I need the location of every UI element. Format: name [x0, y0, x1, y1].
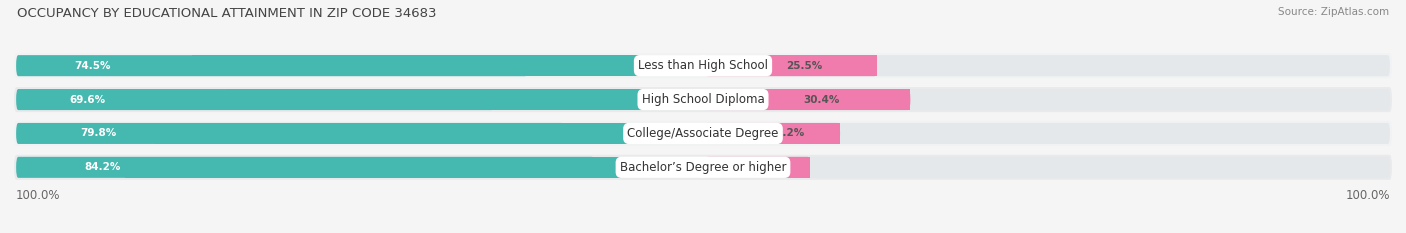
Text: 69.6%: 69.6%: [70, 95, 105, 105]
FancyBboxPatch shape: [14, 87, 1392, 112]
Text: Source: ZipAtlas.com: Source: ZipAtlas.com: [1278, 7, 1389, 17]
Text: 79.8%: 79.8%: [80, 128, 117, 138]
Text: Bachelor’s Degree or higher: Bachelor’s Degree or higher: [620, 161, 786, 174]
Bar: [125, 157, 700, 178]
Text: Less than High School: Less than High School: [638, 59, 768, 72]
FancyBboxPatch shape: [15, 157, 595, 178]
Bar: [706, 55, 876, 76]
Text: 74.5%: 74.5%: [75, 61, 111, 71]
Text: 15.8%: 15.8%: [754, 162, 789, 172]
Text: 100.0%: 100.0%: [1346, 189, 1391, 202]
FancyBboxPatch shape: [14, 121, 1392, 146]
FancyBboxPatch shape: [706, 157, 810, 178]
Text: OCCUPANCY BY EDUCATIONAL ATTAINMENT IN ZIP CODE 34683: OCCUPANCY BY EDUCATIONAL ATTAINMENT IN Z…: [17, 7, 436, 20]
FancyBboxPatch shape: [15, 55, 1391, 76]
FancyBboxPatch shape: [15, 123, 1391, 144]
Text: 25.5%: 25.5%: [786, 61, 823, 71]
FancyBboxPatch shape: [14, 53, 1392, 78]
FancyBboxPatch shape: [15, 157, 1391, 178]
FancyBboxPatch shape: [15, 55, 527, 76]
FancyBboxPatch shape: [15, 89, 494, 110]
FancyBboxPatch shape: [706, 89, 910, 110]
Text: 20.2%: 20.2%: [768, 128, 804, 138]
FancyBboxPatch shape: [706, 55, 876, 76]
Bar: [155, 123, 700, 144]
FancyBboxPatch shape: [14, 155, 1392, 180]
Bar: [706, 157, 810, 178]
Bar: [706, 89, 910, 110]
Text: College/Associate Degree: College/Associate Degree: [627, 127, 779, 140]
Text: High School Diploma: High School Diploma: [641, 93, 765, 106]
FancyBboxPatch shape: [15, 89, 1391, 110]
Bar: [225, 89, 700, 110]
FancyBboxPatch shape: [706, 123, 841, 144]
Text: 100.0%: 100.0%: [15, 189, 60, 202]
Bar: [191, 55, 700, 76]
Bar: [706, 123, 841, 144]
Text: 30.4%: 30.4%: [803, 95, 839, 105]
FancyBboxPatch shape: [15, 123, 564, 144]
Text: 84.2%: 84.2%: [84, 162, 121, 172]
